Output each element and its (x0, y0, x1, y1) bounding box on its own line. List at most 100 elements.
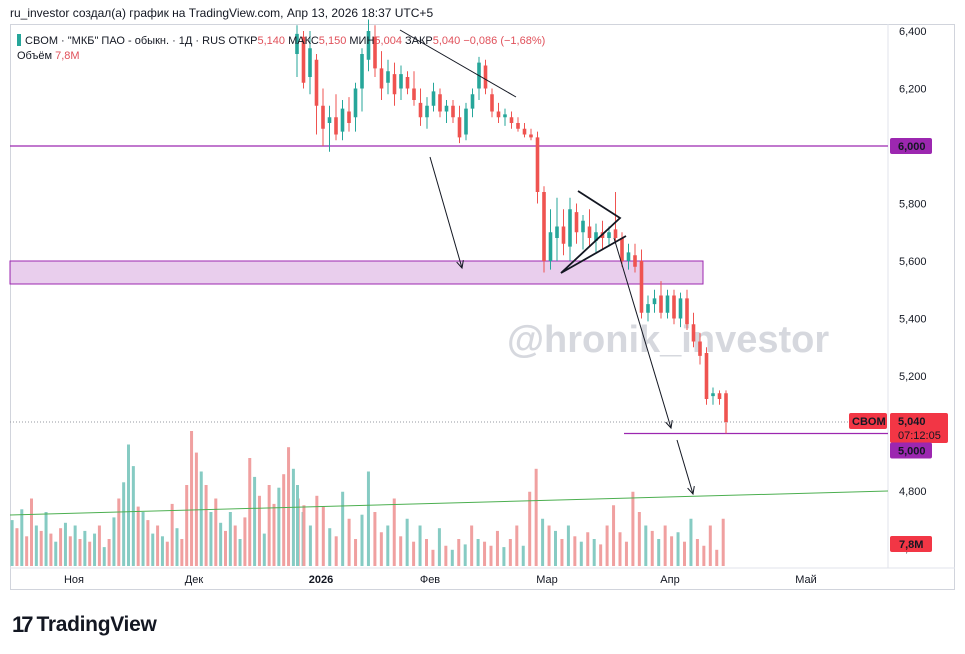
legend-high-label: МАКС (288, 35, 319, 47)
candle-body (678, 298, 683, 319)
candle (516, 117, 520, 132)
candle-body (347, 111, 351, 123)
candle-body (698, 341, 702, 356)
volume-bar (185, 485, 189, 566)
candle (373, 25, 377, 77)
candle-body (555, 226, 559, 238)
level-tag-6000 (890, 138, 932, 154)
arrow-head (665, 420, 673, 430)
volume-bar (366, 471, 370, 566)
candle-body (717, 393, 722, 399)
candle-body (581, 220, 585, 233)
volume-bar (670, 536, 674, 566)
candle (594, 223, 598, 253)
tradingview-logo[interactable]: 17 TradingView (12, 612, 157, 638)
candle (405, 71, 410, 95)
candle-body (646, 304, 650, 313)
price-axis-tick-label: 5,800 (899, 199, 927, 211)
price-axis-tick-label: 5,200 (899, 371, 927, 383)
candle (295, 25, 299, 77)
candle (724, 390, 728, 434)
volume-bar (599, 544, 603, 566)
last-price-tag (890, 413, 948, 443)
volume-bar (663, 525, 667, 566)
volume-bar (257, 495, 261, 566)
volume-bar (612, 505, 616, 566)
candle-body (724, 393, 728, 422)
candle (386, 59, 390, 95)
candle-body (665, 295, 670, 313)
candle-body (685, 298, 689, 325)
volume-bar (644, 525, 648, 566)
volume-bar (233, 525, 237, 566)
time-axis-tick-label: Апр (660, 574, 679, 586)
candle-body (340, 108, 345, 132)
volume-bar (272, 503, 276, 566)
volume-bar (508, 539, 512, 566)
candle (633, 243, 637, 273)
candle (353, 82, 358, 132)
candle (425, 97, 429, 129)
volume-bar (243, 517, 247, 566)
symbol-legend: CBOM · "МКБ" ПАО - обыкн. · 1Д · RUS ОТК… (17, 34, 545, 64)
volume-bar (470, 525, 474, 566)
volume-bar (592, 539, 596, 566)
candle-body (613, 229, 618, 238)
volume-bar (708, 525, 712, 566)
volume-bar (547, 525, 551, 566)
candle-body (542, 192, 546, 261)
candle (464, 102, 468, 141)
candle-body (418, 102, 423, 118)
chart-pane[interactable] (10, 24, 955, 590)
legend-low-label: МИН (349, 35, 375, 47)
volume-bar (702, 545, 706, 566)
volume-bar (59, 528, 63, 566)
candle (691, 312, 696, 348)
volume-bar (175, 528, 179, 566)
candle-body (457, 117, 462, 138)
candle (568, 197, 572, 261)
candle-body (353, 88, 358, 118)
volume-bar (721, 518, 725, 566)
candle (321, 88, 325, 146)
time-axis-tick-label: Ноя (64, 574, 84, 586)
candle-body (496, 111, 501, 118)
volume-bar (573, 536, 577, 566)
volume-bar (25, 536, 29, 566)
candle-body (639, 261, 644, 313)
volume-bar (502, 547, 506, 566)
legend-change: −0,086 (−1,68%) (463, 35, 546, 47)
candle-body (379, 68, 384, 89)
time-axis-tick-label: 2026 (309, 574, 333, 586)
volume-bar (463, 544, 467, 566)
volume-bar (136, 506, 140, 566)
candle-body (522, 128, 527, 135)
volume-bar (49, 533, 53, 566)
volume-bar (521, 545, 525, 566)
volume-bar (63, 522, 67, 566)
price-axis-tick-label: 5,400 (899, 314, 927, 326)
candle (334, 94, 338, 141)
volume-bar (715, 549, 719, 566)
legend-open-label: ОТКР (228, 35, 258, 47)
candle (626, 243, 631, 270)
candle-body (321, 105, 325, 129)
candle-body (490, 94, 494, 112)
time-axis-tick-label: Май (795, 574, 817, 586)
candle (327, 105, 332, 152)
candle (581, 215, 585, 250)
candle-body (652, 298, 657, 305)
candle-body (366, 31, 371, 60)
legend-symbol[interactable]: CBOM · "МКБ" ПАО - обыкн. · 1Д · RUS (25, 35, 226, 47)
volume-bar (637, 512, 641, 566)
candle-body (386, 71, 390, 83)
candle (678, 292, 683, 328)
triangle-pattern (560, 190, 627, 274)
candle-body (327, 117, 332, 123)
volume-bar (476, 539, 480, 566)
arrow-shaft (613, 237, 672, 429)
volume-bar (73, 525, 77, 566)
volume-bar (228, 512, 232, 566)
arrow-to-5000 (613, 237, 673, 430)
